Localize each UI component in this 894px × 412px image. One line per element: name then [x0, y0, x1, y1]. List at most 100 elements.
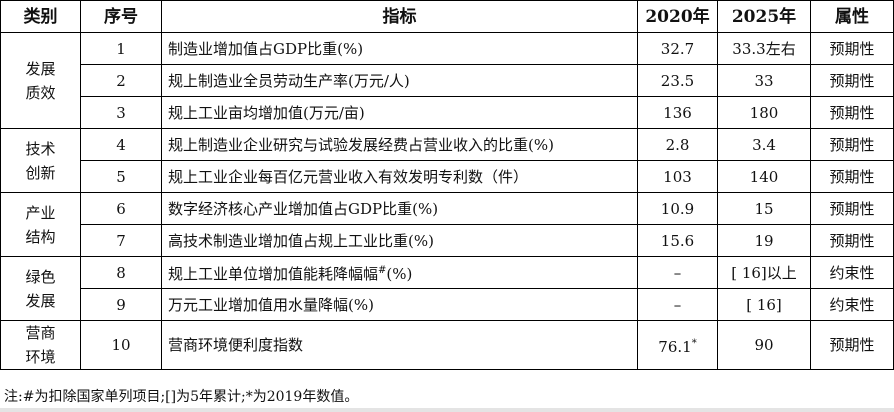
- indicator-cell-text: 营商环境便利度指数: [168, 336, 304, 354]
- indicator-cell-text: 规上工业单位增加值能耗降幅幅: [168, 265, 379, 283]
- number-cell-text: 1: [116, 39, 126, 58]
- value-2025-cell-text: 180: [749, 103, 779, 122]
- value-2025-cell: 33: [717, 64, 811, 97]
- value-2020-cell-text: 2.8: [665, 135, 690, 154]
- indicator-cell-text: 规上工业亩均增加值(万元/亩): [168, 103, 365, 122]
- attribute-cell: 预期性: [810, 160, 894, 193]
- table-row: 9 万元工业增加值用水量降幅(%) – [ 16] 约束性: [1, 288, 894, 321]
- indicator-cell: 营商环境便利度指数: [161, 320, 638, 370]
- category-line: 发展: [25, 291, 56, 310]
- table-row: 5 规上工业企业每百亿元营业收入有效发明专利数（件） 103 140 预期性: [1, 160, 894, 193]
- table-row: 产业 结构 6 数字经济核心产业增加值占GDP比重(%) 10.9 15 预期性: [0, 192, 894, 257]
- number-cell: 1: [80, 32, 162, 65]
- attribute-cell-text: 预期性: [829, 135, 875, 154]
- number-cell-text: 6: [116, 199, 126, 218]
- number-cell-text: 7: [116, 231, 126, 250]
- attribute-cell: 约束性: [810, 288, 894, 321]
- indicator-cell: 制造业增加值占GDP比重(%): [161, 32, 638, 65]
- attribute-cell-text: 预期性: [829, 231, 875, 250]
- value-2020-cell: –: [637, 256, 718, 289]
- category-line: 技术: [25, 139, 56, 158]
- category-cell: 营商 环境: [0, 320, 81, 370]
- value-2025-cell-text: [ 16]: [746, 295, 782, 314]
- category-line: 创新: [25, 163, 56, 182]
- indicator-unit: (%): [386, 265, 413, 283]
- bottom-scroll-area: [0, 408, 894, 412]
- category-cell: 绿色 发展: [0, 256, 81, 321]
- category-line: 环境: [25, 348, 56, 366]
- category-cell: 产业 结构: [0, 192, 81, 257]
- indicator-cell: 数字经济核心产业增加值占GDP比重(%): [161, 192, 638, 225]
- value-2020-cell-text: 23.5: [660, 71, 695, 90]
- attribute-cell-text: 预期性: [829, 103, 875, 122]
- value-2020-cell-text: –: [673, 295, 682, 314]
- indicator-cell-text: 规上制造业全员劳动生产率(万元/人): [168, 71, 410, 90]
- indicator-cell: 规上工业企业每百亿元营业收入有效发明专利数（件）: [161, 160, 638, 193]
- value-2020-cell-text: 15.6: [660, 231, 695, 250]
- value-2020-cell-text: 10.9: [660, 199, 695, 218]
- indicator-cell-text: 高技术制造业增加值占规上工业比重(%): [168, 231, 434, 250]
- indicator-cell: 规上制造业企业研究与试验发展经费占营业收入的比重(%): [161, 128, 638, 161]
- value-2025-cell-text: [ 16]以上: [731, 263, 797, 282]
- indicator-table: 类别 序号 指标 2020年 2025年 属性 发展 质效 1 制造业增加值占GDP比…: [0, 0, 894, 370]
- number-cell: 5: [80, 160, 162, 193]
- superscript-mark: *: [691, 337, 697, 349]
- value-2020-cell: 10.9: [637, 192, 718, 225]
- attribute-cell: 预期性: [810, 32, 894, 65]
- number-cell: 9: [80, 288, 162, 321]
- category-cell: 发展 质效: [0, 32, 81, 129]
- number-cell: 6: [80, 192, 162, 225]
- attribute-cell: 预期性: [810, 128, 894, 161]
- attribute-cell: 预期性: [810, 192, 894, 225]
- value-2025-cell-text: 19: [754, 231, 774, 250]
- header-indicator: 指标: [161, 0, 638, 33]
- attribute-cell: 预期性: [810, 96, 894, 129]
- table-row: 发展 质效 1 制造业增加值占GDP比重(%) 32.7 33.3左右 预期性: [0, 32, 894, 129]
- header-2025: 2025年: [717, 0, 811, 33]
- value-2020-cell-text: 136: [663, 103, 692, 122]
- category-cell: 技术 创新: [0, 128, 81, 193]
- value-2020-cell: 76.1*: [637, 320, 718, 370]
- indicator-cell-text: 制造业增加值占GDP比重(%): [168, 39, 364, 58]
- number-cell: 8: [80, 256, 162, 289]
- header-row: 类别 序号 指标 2020年 2025年 属性: [0, 0, 894, 33]
- table-row: 2 规上制造业全员劳动生产率(万元/人) 23.5 33 预期性: [1, 64, 894, 97]
- header-number: 序号: [80, 0, 162, 33]
- value-2020-cell: 2.8: [637, 128, 718, 161]
- value-2020-cell: –: [637, 288, 718, 321]
- number-cell-text: 8: [116, 263, 126, 282]
- value-2025-cell: 15: [717, 192, 811, 225]
- number-cell: 3: [80, 96, 162, 129]
- category-line: 营商: [25, 324, 56, 342]
- attribute-cell-text: 预期性: [829, 336, 875, 354]
- value-2020-cell: 136: [637, 96, 718, 129]
- indicator-cell-text: 规上工业企业每百亿元营业收入有效发明专利数（件）: [168, 167, 529, 186]
- value-2025-cell-text: 33: [754, 71, 774, 90]
- header-attribute: 属性: [810, 0, 894, 33]
- table-row: 3 规上工业亩均增加值(万元/亩) 136 180 预期性: [1, 96, 894, 129]
- indicator-cell: 规上制造业全员劳动生产率(万元/人): [161, 64, 638, 97]
- number-cell-text: 9: [116, 295, 126, 314]
- attribute-cell: 预期性: [810, 64, 894, 97]
- category-line: 发展: [25, 59, 56, 78]
- attribute-cell: 预期性: [810, 224, 894, 257]
- attribute-cell: 预期性: [810, 320, 894, 370]
- attribute-cell-text: 约束性: [829, 263, 875, 282]
- value-2025-cell-text: 90: [754, 336, 774, 354]
- number-cell: 2: [80, 64, 162, 97]
- value-2020-cell-text: 76.1: [658, 337, 692, 356]
- value-2025-cell: [ 16]: [717, 288, 811, 321]
- indicator-cell-text: 数字经济核心产业增加值占GDP比重(%): [168, 199, 439, 218]
- indicator-cell: 规上工业单位增加值能耗降幅幅#(%): [161, 256, 638, 289]
- value-2020-cell-text: –: [673, 263, 682, 282]
- footnote: 注:#为扣除国家单列项目;[]为5年累计;*为2019年数值。: [4, 389, 359, 405]
- indicator-cell: 高技术制造业增加值占规上工业比重(%): [161, 224, 638, 257]
- header-category: 类别: [0, 0, 81, 33]
- value-2025-cell-text: 33.3左右: [732, 39, 796, 58]
- indicator-cell-text: 万元工业增加值用水量降幅(%): [168, 295, 374, 314]
- value-2025-cell-text: 3.4: [752, 135, 776, 154]
- table-row: 7 高技术制造业增加值占规上工业比重(%) 15.6 19 预期性: [1, 224, 894, 257]
- number-cell: 10: [80, 320, 162, 370]
- value-2020-cell: 32.7: [637, 32, 718, 65]
- number-cell-text: 10: [111, 336, 131, 354]
